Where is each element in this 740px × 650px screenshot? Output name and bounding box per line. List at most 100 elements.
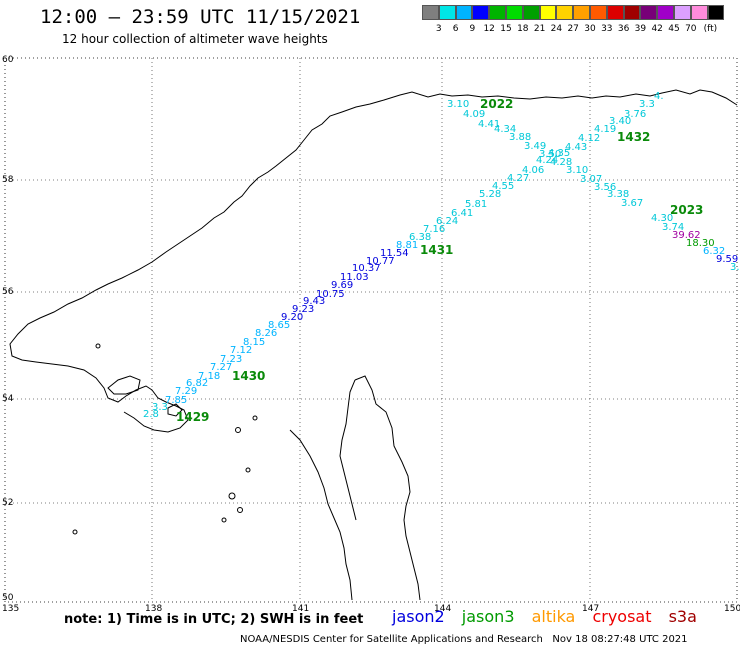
legend-swatch xyxy=(506,5,523,20)
swh-label: 39.62 xyxy=(672,230,701,241)
swh-label: 9.43 xyxy=(303,296,325,307)
swh-label: 6.82 xyxy=(186,378,208,389)
legend-swatch xyxy=(690,5,708,20)
lat-label-50: 50 xyxy=(2,593,14,603)
legend-level: 27 xyxy=(567,24,579,34)
lat-label-60: 60 xyxy=(2,55,14,65)
legend-level: 21 xyxy=(533,24,546,34)
satellite-altika: altika xyxy=(531,607,576,626)
map-title: 12:00 – 23:59 UTC 11/15/2021 xyxy=(40,6,361,28)
swh-label: 9.20 xyxy=(281,312,303,323)
legend-level: 39 xyxy=(634,24,647,34)
swh-label: 3.10 xyxy=(566,165,588,176)
legend-swatch xyxy=(422,5,439,20)
map-subtitle: 12 hour collection of altimeter wave hei… xyxy=(62,32,328,46)
pass-label-1431: 1431 xyxy=(420,243,453,257)
swh-label: 6.38 xyxy=(409,232,431,243)
swh-label: 4.34 xyxy=(494,124,516,135)
pass-label-2022: 2022 xyxy=(480,97,513,111)
swh-label: 9.23 xyxy=(292,304,314,315)
legend-swatch xyxy=(623,5,641,20)
pass-label-1432: 1432 xyxy=(617,130,650,144)
credit-line: NOAA/NESDIS Center for Satellite Applica… xyxy=(240,634,688,645)
legend-swatch xyxy=(438,5,456,20)
satellite-legend: jason2 jason3 altika cryosat s3a xyxy=(392,607,709,626)
legend-swatch xyxy=(522,5,540,20)
lat-label-54: 54 xyxy=(2,394,14,404)
swh-label: 3.50 xyxy=(539,149,561,160)
map-frame xyxy=(4,57,738,603)
swh-label: 3.67 xyxy=(621,198,643,209)
legend-swatch xyxy=(590,5,607,20)
swh-label: 7.16 xyxy=(423,224,445,235)
swh-label: 11.03 xyxy=(340,272,369,283)
island-west xyxy=(107,375,141,395)
swh-label: 4.41 xyxy=(478,119,500,130)
swh-label: 3.3 xyxy=(639,99,655,110)
swh-label: 3.40 xyxy=(609,116,631,127)
legend-swatch xyxy=(674,5,691,20)
swh-label: 4.12 xyxy=(578,133,600,144)
swh-label: 7.27 xyxy=(210,362,232,373)
legend-swatch xyxy=(472,5,490,20)
legend-level: 15 xyxy=(500,24,512,34)
swh-label: 11.54 xyxy=(380,248,409,259)
track-northeast-end: 4. 3.3 3.76 3.40 4.19 4.12 4.43 4.35 4.2… xyxy=(451,91,664,219)
legend-level: 12 xyxy=(483,24,495,34)
swh-label: 4.09 xyxy=(463,109,485,120)
legend-swatch xyxy=(657,5,674,20)
swh-label: 7.18 xyxy=(198,371,220,382)
swh-label: 8.15 xyxy=(243,337,265,348)
swh-label: 3. xyxy=(730,262,740,273)
swh-label: 4.06 xyxy=(522,165,544,176)
swh-label: 5.81 xyxy=(465,199,487,210)
swh-label: 9.69 xyxy=(331,280,353,291)
legend-level: 36 xyxy=(617,24,630,34)
swh-label: 8.26 xyxy=(255,328,277,339)
legend-swatch xyxy=(573,5,590,20)
lon-label-150: 150 xyxy=(724,604,740,614)
swh-label: 3.74 xyxy=(662,222,684,233)
swh-label: 7.29 xyxy=(175,386,197,397)
legend-level: 3 xyxy=(435,24,442,34)
legend-swatch xyxy=(606,5,624,20)
track-northeast-descending: 3.10 4.09 4.41 4.34 3.88 3.49 3.50 4.28 … xyxy=(447,99,684,233)
swh-label: 3.76 xyxy=(624,109,646,120)
legend-unit: (ft) xyxy=(703,24,718,34)
grid xyxy=(5,58,737,602)
island-small xyxy=(167,403,183,417)
lat-label-58: 58 xyxy=(2,175,14,185)
legend-level: 70 xyxy=(685,24,697,34)
swh-label: 3.56 xyxy=(594,182,616,193)
coastline-north xyxy=(9,89,738,433)
lon-label-147: 147 xyxy=(582,604,599,614)
swh-label: 4.27 xyxy=(507,173,529,184)
lon-label-135: 135 xyxy=(2,604,19,614)
satellite-jason2: jason2 xyxy=(392,607,445,626)
swh-label: 4.28 xyxy=(550,157,572,168)
pass-label-2023: 2023 xyxy=(670,203,703,217)
swh-label: 4. xyxy=(654,91,664,102)
legend-swatch xyxy=(556,5,574,20)
swh-label: 2.8 xyxy=(143,409,159,420)
small-islands xyxy=(72,343,258,535)
legend-level: 30 xyxy=(584,24,596,34)
swh-label: 4.30 xyxy=(651,213,673,224)
swh-label: 7.12 xyxy=(230,345,252,356)
satellite-cryosat: cryosat xyxy=(592,607,652,626)
legend-swatch xyxy=(640,5,658,20)
swh-label: 4.24 xyxy=(536,155,558,166)
satellite-jason3: jason3 xyxy=(461,607,515,626)
legend-level: 24 xyxy=(550,24,563,34)
swh-label: 10.75 xyxy=(316,289,345,300)
lat-label-52: 52 xyxy=(2,498,13,508)
pass-numbers: 2022 1432 2023 1431 1430 1429 xyxy=(176,97,703,424)
swh-label: 5.28 xyxy=(479,189,501,200)
legend-swatch xyxy=(489,5,506,20)
swh-label: 7.23 xyxy=(220,354,242,365)
swh-label: 3.10 xyxy=(447,99,469,110)
swh-label: 3.07 xyxy=(580,174,602,185)
lon-label-144: 144 xyxy=(434,604,451,614)
track-southeast-tail: 39.62 18.30 6.32 9.59 3. xyxy=(672,230,740,273)
